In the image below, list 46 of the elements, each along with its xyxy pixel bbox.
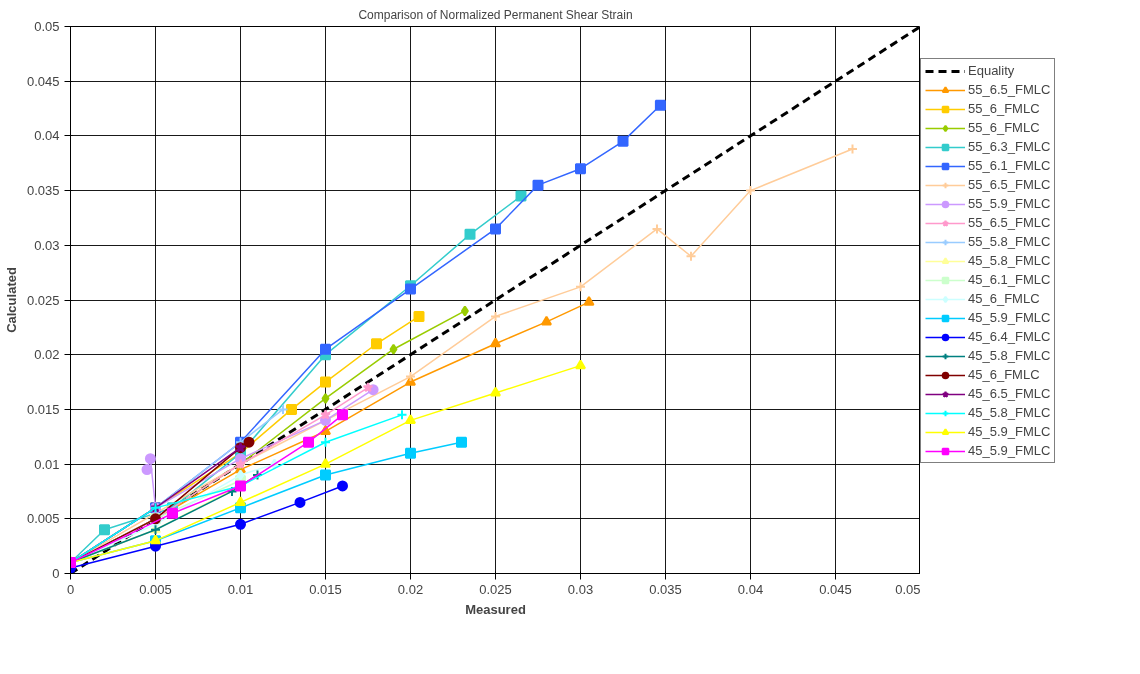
chart-title: Comparison of Normalized Permanent Shear Strain <box>358 7 633 22</box>
legend-label: 45_5.9_FMLC <box>968 443 1051 458</box>
x-tick-label: 0.01 <box>227 581 254 597</box>
legend-label: 55_6_FMLC <box>968 101 1040 116</box>
x-tick-label: 0.03 <box>567 581 594 597</box>
y-tick-label: 0.05 <box>34 19 60 34</box>
y-tick-label: 0.02 <box>34 347 60 363</box>
x-tick-label: 0.005 <box>139 581 172 597</box>
x-tick-label: 0 <box>66 581 75 597</box>
y-tick-label: 0.03 <box>34 237 60 253</box>
y-tick-label: 0 <box>52 566 60 581</box>
legend-label: 55_5.8_FMLC <box>968 234 1051 249</box>
x-tick-label: 0.05 <box>895 581 921 597</box>
y-tick-label: 0.025 <box>26 292 60 308</box>
legend-label: 55_6.1_FMLC <box>968 158 1051 173</box>
y-axis-title: Calculated <box>3 267 19 333</box>
y-tick-label: 0.045 <box>26 73 60 89</box>
legend-label: 55_5.9_FMLC <box>968 196 1051 211</box>
legend-label: 45_6.5_FMLC <box>968 386 1051 401</box>
legend-label: 45_6_FMLC <box>968 291 1040 306</box>
x-tick-label: 0.015 <box>309 581 342 597</box>
x-tick-label: 0.02 <box>397 581 424 597</box>
y-tick-label: 0.015 <box>26 401 60 417</box>
legend-label: 55_6.5_FMLC <box>968 82 1051 97</box>
legend-label: Equality <box>968 63 1015 78</box>
legend-label: 45_5.9_FMLC <box>968 310 1051 325</box>
legend-label: 55_6.5_FMLC <box>968 215 1051 230</box>
legend-label: 45_5.9_FMLC <box>968 424 1051 439</box>
x-axis-title: Measured <box>465 601 526 617</box>
x-tick-label: 0.025 <box>479 581 512 597</box>
legend-label: 45_6.4_FMLC <box>968 329 1051 344</box>
legend-label: 45_5.8_FMLC <box>968 253 1051 268</box>
y-tick-label: 0.005 <box>26 511 60 527</box>
legend-label: 55_6.5_FMLC <box>968 177 1051 192</box>
legend-label: 45_6_FMLC <box>968 367 1040 382</box>
y-tick-label: 0.01 <box>34 456 60 472</box>
legend-label: 55_6.3_FMLC <box>968 139 1051 154</box>
legend-label: 45_5.8_FMLC <box>968 405 1051 420</box>
y-tick-label: 0.04 <box>34 128 60 144</box>
legend-label: 45_6.1_FMLC <box>968 272 1051 287</box>
y-tick-label: 0.035 <box>26 183 60 199</box>
legend-label: 55_6_FMLC <box>968 120 1040 135</box>
legend-label: 45_5.8_FMLC <box>968 348 1051 363</box>
x-tick-label: 0.04 <box>737 581 764 597</box>
x-tick-label: 0.045 <box>819 581 852 597</box>
x-tick-label: 0.035 <box>649 581 682 597</box>
